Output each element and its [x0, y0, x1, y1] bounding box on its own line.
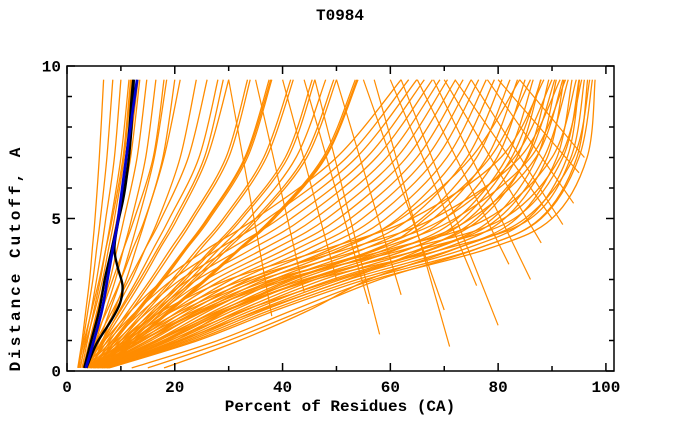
orange-model-curve [86, 79, 224, 369]
orange-model-curve [92, 79, 270, 369]
orange-model-curve [94, 79, 564, 369]
orange-model-curve [107, 79, 567, 369]
orange-model-curve [83, 79, 208, 369]
x-tick-label: 60 [381, 379, 400, 397]
orange-model-curve [90, 79, 230, 369]
orange-model-curve [454, 79, 553, 219]
orange-model-curve [519, 79, 585, 158]
orange-model-curve [97, 79, 542, 369]
orange-model-curve [78, 79, 114, 368]
orange-model-curve [335, 79, 402, 295]
curves [77, 79, 596, 369]
orange-model-curve [432, 79, 532, 280]
y-axis-tick-labels: 0 5 10 [42, 59, 61, 382]
orange-model-curve [88, 79, 441, 369]
orange-model-curve [77, 79, 105, 368]
orange-model-curve [79, 79, 133, 369]
x-axis-label: Percent of Residues (CA) [224, 398, 456, 416]
orange-model-curve [103, 79, 550, 369]
orange-model-curve [91, 79, 553, 369]
orange-model-curve [96, 79, 273, 369]
orange-model-curve [83, 79, 410, 369]
orange-model-curve [314, 79, 381, 335]
orange-model-curve [94, 79, 487, 369]
orange-model-curve [79, 79, 122, 369]
orange-model-curve [389, 79, 478, 286]
orange-model-curve [103, 79, 556, 369]
orange-model-curve [147, 79, 594, 369]
y-tick-label: 0 [51, 364, 61, 382]
orange-model-curve [87, 79, 545, 369]
orange-model-curve [85, 79, 425, 369]
x-tick-label: 80 [489, 379, 508, 397]
orange-model-curve [86, 79, 157, 369]
x-tick-label: 20 [165, 379, 184, 397]
orange-model-curve [95, 79, 272, 369]
black-highlight-curve [85, 79, 135, 369]
orange-model-curve [88, 79, 561, 369]
x-tick-label: 0 [62, 379, 72, 397]
orange-model-curve [90, 79, 219, 369]
y-axis-ticks [67, 65, 614, 372]
orange-model-curve [486, 79, 575, 204]
orange-model-curve [77, 79, 132, 369]
orange-model-curve [470, 79, 564, 225]
orange-model-curve [108, 79, 589, 369]
orange-model-curve [255, 79, 305, 292]
orange-model-curve [93, 79, 532, 369]
x-axis-tick-labels: 0 20 40 60 80 100 [62, 379, 620, 397]
orange-model-curve [105, 79, 358, 369]
orange-model-curve [443, 79, 542, 244]
orange-model-curve [228, 79, 273, 317]
orange-model-curve [282, 79, 338, 280]
y-tick-label: 5 [51, 211, 61, 229]
orange-model-curve [497, 79, 580, 174]
orange-model-curve [400, 79, 499, 326]
orange-model-curve [107, 79, 581, 369]
orange-model-curve [82, 79, 402, 369]
blue-highlight-curve [84, 79, 139, 369]
orange-model-curve [416, 79, 510, 265]
orange-model-curve [373, 79, 451, 347]
orange-model-curve [131, 79, 596, 369]
orange-model-curve [362, 79, 445, 311]
orange-model-curve [105, 79, 565, 369]
orange-model-curve [84, 79, 418, 369]
orange-model-curve [89, 79, 249, 369]
orange-model-curve [93, 79, 586, 369]
orange-model-curve [303, 79, 370, 305]
chart-title: T0984 [315, 7, 364, 25]
x-tick-label: 40 [273, 379, 292, 397]
y-tick-label: 10 [42, 59, 61, 77]
orange-model-curve [87, 79, 433, 369]
orange-model-curve [104, 79, 338, 369]
x-tick-label: 100 [592, 379, 621, 397]
orange-model-curve [98, 79, 583, 369]
x-axis-ticks [66, 66, 607, 371]
